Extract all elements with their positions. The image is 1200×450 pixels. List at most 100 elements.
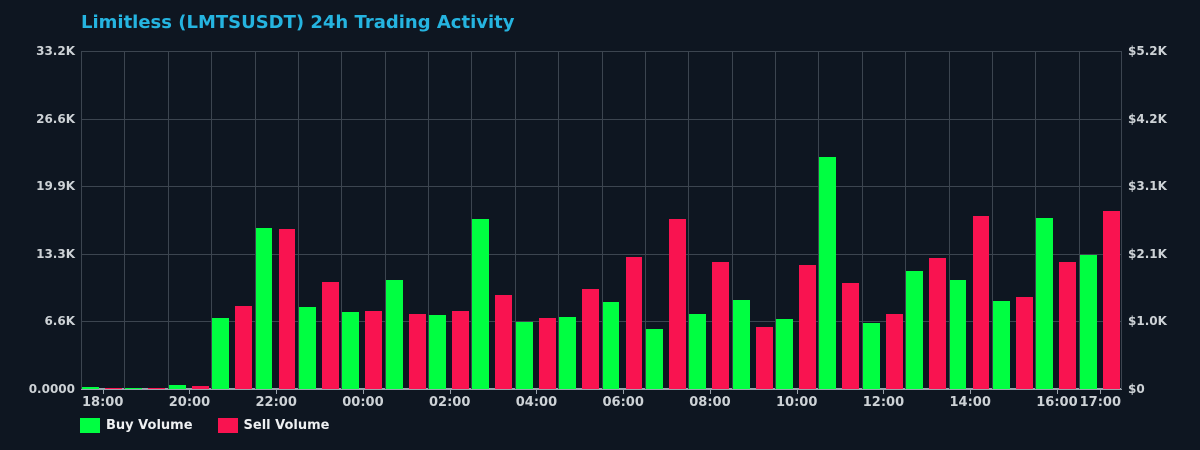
sell-bar	[799, 265, 816, 389]
grid-line-h	[81, 321, 1122, 323]
grid-line-v	[862, 51, 863, 389]
sell-bar	[452, 310, 469, 389]
buy-bar	[992, 301, 1010, 389]
y-axis-label-right: $5.2K	[1128, 44, 1167, 58]
grid-line-v	[602, 51, 603, 389]
buy-bar	[906, 271, 924, 389]
buy-bar	[645, 328, 663, 389]
legend-item-buy: Buy Volume	[80, 418, 193, 433]
buy-bar	[472, 219, 490, 389]
y-axis-label-right: $3.1K	[1128, 179, 1167, 194]
sell-bar	[582, 289, 600, 389]
grid-line-v	[168, 51, 169, 389]
grid-line-v	[732, 51, 733, 389]
x-axis-tick	[362, 390, 364, 394]
grid-line-v	[775, 51, 776, 389]
y-axis-label-left: 6.6K	[44, 314, 75, 329]
grid-line-v	[1121, 51, 1122, 389]
legend: Buy Volume Sell Volume	[80, 418, 330, 433]
sell-bar	[321, 282, 339, 389]
sell-bar	[842, 283, 860, 389]
x-axis-label: 18:00	[81, 395, 124, 410]
sell-bar	[365, 311, 383, 389]
grid-line-v	[992, 51, 993, 389]
grid-line-v	[255, 51, 256, 389]
sell-bar	[408, 314, 426, 389]
sell-bar	[538, 318, 556, 389]
x-axis-tick	[709, 390, 711, 394]
y-axis-label-right: $2.1K	[1128, 246, 1167, 261]
x-axis-label: 17:00	[1079, 395, 1122, 410]
grid-line-h	[81, 186, 1122, 188]
buy-bar	[559, 316, 577, 389]
x-axis-label: 20:00	[168, 395, 211, 410]
sell-bar	[972, 215, 990, 389]
buy-bar	[1079, 255, 1097, 389]
buy-bar	[949, 279, 967, 389]
legend-label-buy: Buy Volume	[106, 418, 193, 433]
x-axis-label: 00:00	[342, 395, 384, 410]
x-axis-tick	[449, 390, 451, 394]
grid-line-v	[688, 51, 689, 389]
x-axis-label: 22:00	[255, 395, 297, 410]
x-axis-line	[81, 388, 1122, 390]
x-axis-label: 06:00	[602, 395, 644, 410]
grid-line-v	[818, 51, 819, 389]
x-axis-label: 14:00	[949, 395, 991, 410]
x-axis-label: 10:00	[775, 395, 818, 410]
grid-line-v	[385, 51, 386, 389]
y-axis-label-right: $4.2K	[1128, 111, 1167, 126]
sell-bar	[625, 256, 643, 389]
grid-line-v	[341, 51, 342, 389]
sell-bar	[148, 387, 166, 389]
grid-line-v	[471, 51, 472, 389]
x-axis-tick	[1100, 390, 1102, 394]
buy-bar	[255, 227, 273, 389]
x-axis-tick	[1056, 390, 1058, 394]
buy-bar	[732, 300, 750, 389]
grid-line-v	[515, 51, 516, 389]
y-axis-label-left: 0.0000	[28, 382, 75, 396]
x-axis-label: 16:00	[1036, 395, 1078, 410]
grid-line-h	[81, 118, 1122, 120]
y-axis-label-right: $0	[1128, 382, 1145, 396]
sell-bar	[278, 229, 296, 389]
sell-bar	[755, 327, 773, 389]
sell-bar	[885, 313, 903, 389]
grid-line-v	[81, 51, 82, 389]
buy-bar	[298, 307, 316, 389]
buy-bar	[342, 311, 360, 389]
buy-bar	[168, 384, 186, 389]
buy-volume-swatch	[80, 418, 100, 433]
grid-line-v	[558, 51, 559, 389]
x-axis-label: 12:00	[862, 395, 905, 410]
grid-line-v	[1079, 51, 1080, 389]
grid-line-v	[428, 51, 429, 389]
sell-bar	[235, 306, 253, 389]
sell-bar	[105, 387, 122, 389]
buy-bar	[819, 156, 837, 389]
y-axis-label-left: 33.2K	[36, 44, 75, 58]
x-axis-tick	[970, 390, 972, 394]
x-axis-tick	[623, 390, 625, 394]
legend-item-sell: Sell Volume	[217, 418, 330, 433]
buy-bar	[776, 318, 793, 389]
buy-bar	[1036, 217, 1054, 389]
legend-label-sell: Sell Volume	[243, 418, 330, 433]
buy-bar	[82, 387, 99, 389]
buy-bar	[429, 314, 446, 389]
x-axis-tick	[102, 390, 104, 394]
grid-line-v	[949, 51, 950, 389]
grid-line-v	[298, 51, 299, 389]
grid-line-h	[81, 51, 1122, 52]
x-axis-label: 04:00	[515, 395, 558, 410]
x-axis-tick	[276, 390, 278, 394]
grid-line-v	[905, 51, 906, 389]
x-axis-label: 08:00	[689, 395, 731, 410]
y-axis-label-right: $1.0K	[1128, 314, 1167, 329]
x-axis-tick	[883, 390, 885, 394]
y-axis-label-left: 19.9K	[36, 179, 75, 194]
plot-area	[81, 51, 1122, 390]
grid-line-h	[81, 253, 1122, 255]
